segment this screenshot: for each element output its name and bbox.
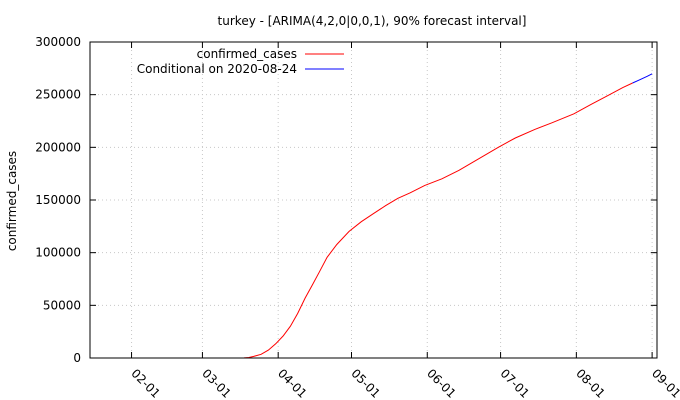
series-line-conditional-forecast bbox=[632, 73, 653, 84]
x-tick-label: 09-01 bbox=[649, 366, 680, 400]
x-tick-label: 03-01 bbox=[199, 366, 234, 400]
x-tick-label: 05-01 bbox=[348, 366, 383, 400]
x-tick-label: 06-01 bbox=[424, 366, 459, 400]
y-tick-label: 300000 bbox=[35, 35, 81, 49]
x-tick-label: 04-01 bbox=[275, 366, 310, 400]
y-tick-label: 100000 bbox=[35, 246, 81, 260]
y-axis: 0 50000 100000 150000 200000 250000 300000 bbox=[35, 35, 657, 365]
series-group bbox=[224, 73, 653, 359]
legend-label-confirmed-cases: confirmed_cases bbox=[197, 47, 297, 61]
grid bbox=[90, 42, 657, 358]
y-tick-label: 250000 bbox=[35, 88, 81, 102]
y-axis-label: confirmed_cases bbox=[5, 151, 19, 251]
x-tick-label: 07-01 bbox=[497, 366, 532, 400]
plot-frame bbox=[89, 41, 658, 359]
legend: confirmed_cases Conditional on 2020-08-2… bbox=[137, 47, 344, 76]
y-tick-label: 50000 bbox=[43, 298, 81, 312]
x-tick-label: 08-01 bbox=[573, 366, 608, 400]
chart-title: turkey - [ARIMA(4,2,0|0,0,1), 90% foreca… bbox=[218, 14, 527, 28]
x-tick-label: 02-01 bbox=[128, 366, 163, 400]
y-tick-label: 200000 bbox=[35, 140, 81, 154]
y-tick-label: 0 bbox=[73, 351, 81, 365]
y-tick-label: 150000 bbox=[35, 193, 81, 207]
series-line-confirmed-cases bbox=[224, 82, 633, 359]
x-axis: 02-01 03-01 04-01 05-01 06-01 07-01 08-01 09-01 bbox=[128, 42, 680, 400]
legend-label-conditional: Conditional on 2020-08-24 bbox=[137, 62, 297, 76]
